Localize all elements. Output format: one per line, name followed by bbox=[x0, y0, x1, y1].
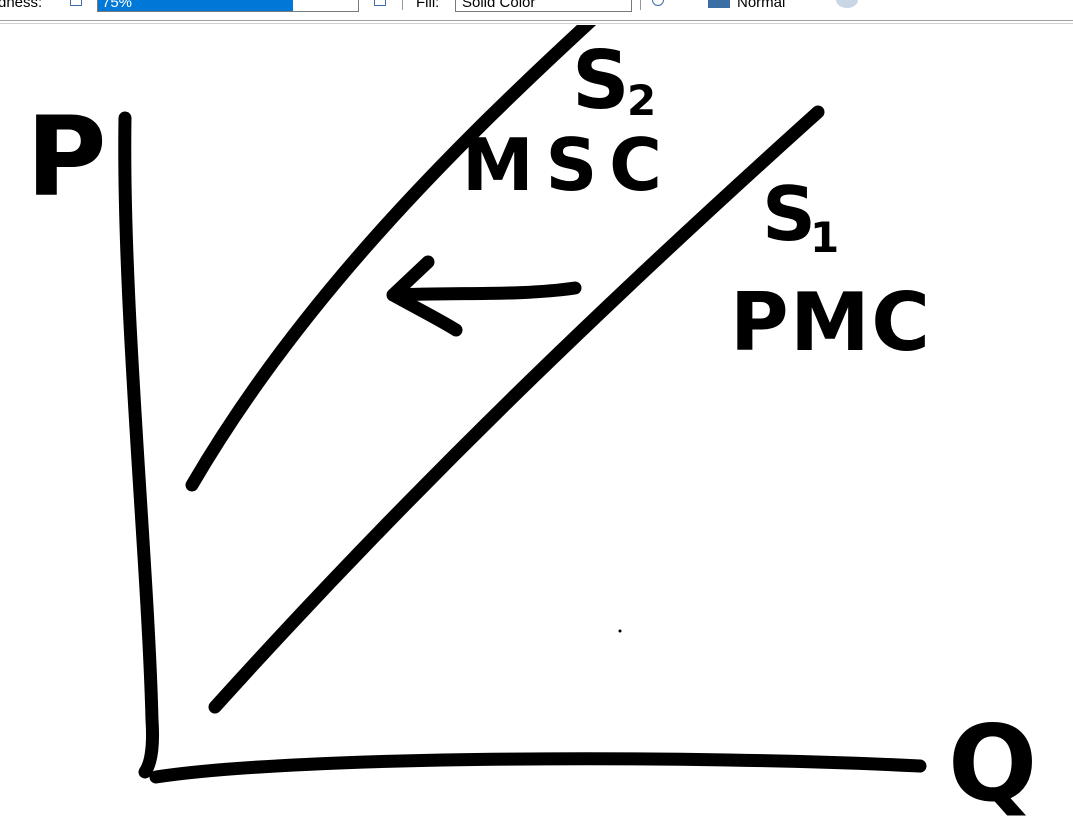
y-axis-stroke bbox=[118, 111, 159, 779]
fill-value: Solid Color bbox=[462, 0, 536, 11]
blend-value: Normal bbox=[737, 0, 786, 11]
curve-1-subscript: 1 bbox=[810, 213, 839, 262]
curve-2-subscript: 2 bbox=[627, 76, 656, 125]
roundness-toggle[interactable] bbox=[70, 0, 82, 6]
fill-dropdown[interactable]: Solid Color bbox=[455, 0, 632, 12]
separator bbox=[402, 0, 403, 10]
curve-1-letter: S bbox=[762, 170, 816, 258]
fill-label: Fill: bbox=[416, 0, 440, 11]
x-axis-stroke bbox=[149, 752, 927, 784]
roundness-input[interactable]: 75% bbox=[97, 0, 359, 12]
toolbar-border bbox=[0, 23, 1073, 24]
curve-2-letter: S bbox=[572, 34, 630, 127]
curve-1-caption: PMC bbox=[730, 276, 930, 369]
layer-icon[interactable] bbox=[836, 0, 858, 8]
toolbar: dness: 75% Fill: Solid Color Normal bbox=[0, 0, 1073, 21]
roundness-value: 75% bbox=[102, 0, 133, 11]
shift-arrow bbox=[386, 255, 582, 337]
stray-dot bbox=[618, 629, 622, 633]
selection-highlight bbox=[98, 0, 293, 11]
supply-curve-2 bbox=[185, 25, 597, 492]
roundness-label: dness: bbox=[0, 0, 43, 11]
drawing-canvas: P Q S 2 MSC S 1 PMC bbox=[26, 25, 1037, 825]
blend-icon[interactable] bbox=[652, 0, 664, 6]
antialias-toggle[interactable] bbox=[374, 0, 386, 6]
curve-2-caption: MSC bbox=[462, 123, 662, 207]
x-axis-label: Q bbox=[948, 703, 1037, 825]
separator bbox=[640, 0, 641, 10]
supply-curve-1 bbox=[208, 105, 825, 714]
mode-icon[interactable] bbox=[708, 0, 730, 8]
y-axis-label: P bbox=[26, 93, 107, 221]
